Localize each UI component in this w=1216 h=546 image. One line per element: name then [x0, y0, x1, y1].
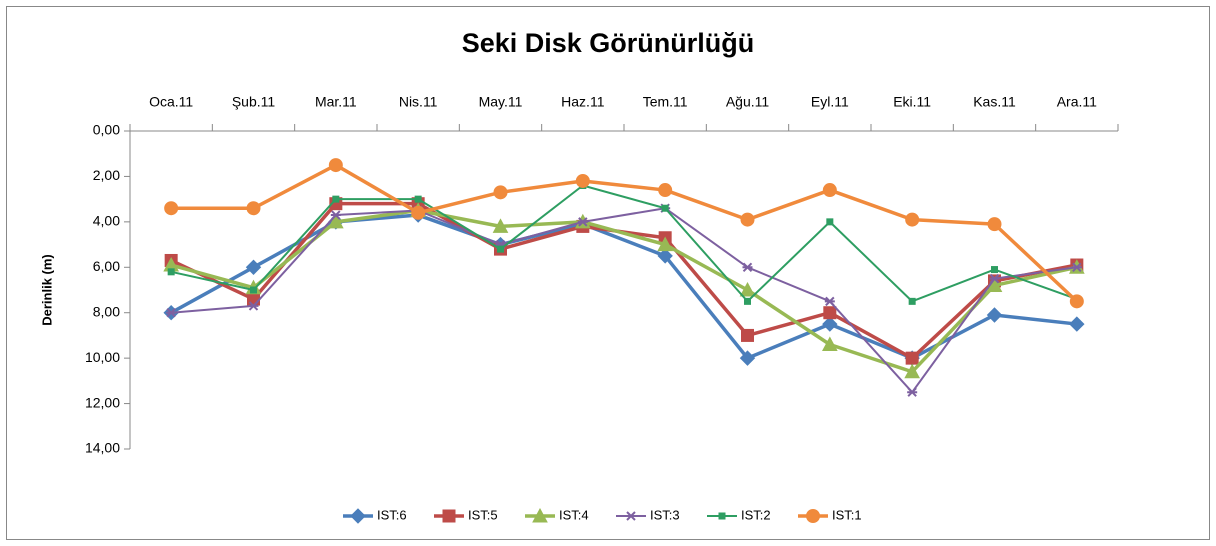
legend-label: IST:5: [468, 507, 498, 522]
marker: [905, 212, 920, 227]
y-tick-label: 14,00: [85, 440, 120, 456]
marker: [411, 205, 426, 220]
chart-title: Seki Disk Görünürlüğü: [462, 28, 755, 58]
marker: [350, 508, 366, 524]
marker: [166, 308, 177, 318]
x-tick-label: Tem.11: [643, 94, 688, 110]
legend-label: IST:4: [559, 507, 589, 522]
marker: [661, 204, 669, 212]
legend-label: IST:1: [832, 507, 862, 522]
marker: [497, 245, 504, 253]
x-tick-label: Kas.11: [973, 94, 1016, 110]
marker: [822, 316, 838, 332]
marker: [414, 195, 422, 203]
marker: [442, 509, 456, 523]
x-tick-label: May.11: [479, 94, 523, 110]
marker: [626, 511, 636, 521]
x-tick-label: Nis.11: [399, 94, 438, 110]
x-tick-label: Oca.11: [149, 94, 193, 110]
marker: [575, 173, 590, 188]
marker: [718, 512, 726, 520]
marker: [247, 292, 260, 306]
marker: [822, 183, 837, 198]
series: [164, 158, 1084, 309]
marker: [741, 328, 754, 342]
y-tick-label: 0,00: [93, 122, 120, 138]
marker: [658, 183, 673, 198]
series-line: [171, 163, 1079, 303]
marker: [742, 262, 753, 272]
marker: [740, 212, 755, 227]
marker: [577, 217, 588, 227]
series-line: [170, 184, 1078, 303]
marker: [327, 213, 344, 229]
y-tick-label: 2,00: [93, 167, 120, 183]
marker: [532, 507, 548, 523]
marker: [493, 185, 508, 200]
x-tick-label: Eyl.11: [811, 94, 849, 110]
chart-frame: [6, 6, 1210, 540]
marker: [908, 297, 916, 305]
marker: [657, 248, 673, 264]
series-line: [171, 207, 1077, 394]
marker: [245, 259, 262, 275]
marker: [328, 158, 343, 173]
marker: [246, 201, 261, 216]
legend-label: IST:3: [650, 507, 680, 522]
marker: [167, 268, 175, 276]
marker: [250, 286, 257, 294]
y-axis-label: Derinlik (m): [39, 254, 54, 326]
marker: [904, 363, 921, 379]
marker: [739, 350, 756, 366]
legend-label: IST:6: [377, 507, 407, 522]
marker: [1071, 262, 1082, 272]
marker: [164, 201, 179, 216]
y-tick-label: 6,00: [93, 258, 120, 274]
marker: [991, 266, 998, 274]
marker: [823, 306, 837, 320]
marker: [824, 296, 835, 307]
marker: [907, 387, 918, 397]
legend-label: IST:2: [741, 507, 771, 522]
marker: [821, 336, 838, 352]
marker: [248, 301, 259, 311]
x-tick-label: Haz.11: [561, 94, 605, 110]
marker: [905, 351, 919, 365]
marker: [806, 509, 820, 523]
marker: [739, 281, 756, 297]
marker: [1069, 316, 1085, 332]
y-tick-label: 4,00: [93, 213, 120, 229]
marker: [987, 217, 1002, 232]
y-tick-label: 10,00: [85, 349, 120, 365]
x-tick-label: Mar.11: [315, 94, 357, 110]
x-tick-label: Eki.11: [893, 94, 931, 110]
y-tick-label: 12,00: [85, 394, 120, 410]
x-tick-label: Ağu.11: [726, 94, 770, 110]
y-tick-label: 8,00: [93, 303, 120, 319]
x-tick-label: Şub.11: [232, 94, 276, 110]
marker: [657, 236, 674, 252]
series-line: [170, 208, 1078, 374]
marker: [986, 307, 1003, 323]
marker: [332, 195, 340, 203]
marker: [989, 273, 1000, 284]
marker: [330, 210, 341, 220]
marker: [744, 297, 751, 305]
marker: [1069, 294, 1084, 309]
marker: [492, 218, 509, 233]
marker: [826, 218, 834, 226]
series: [166, 203, 1082, 397]
x-tick-label: Ara.11: [1057, 94, 1097, 110]
